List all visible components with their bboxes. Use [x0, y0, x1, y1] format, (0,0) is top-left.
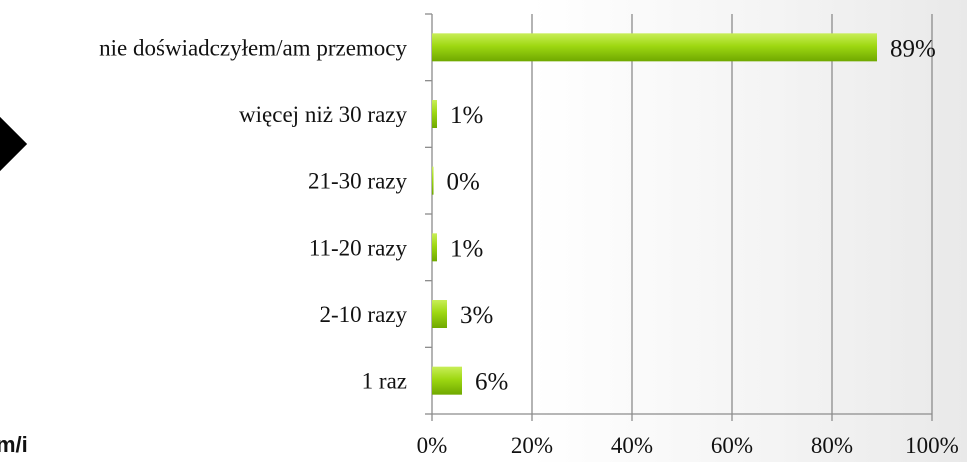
x-tick-label: 60%: [711, 433, 753, 458]
data-label: 89%: [890, 35, 936, 62]
bar: [432, 166, 434, 195]
category-label: 1 raz: [362, 369, 407, 394]
data-label: 1%: [450, 102, 483, 129]
side-fragment-text: m/i: [0, 432, 28, 457]
axes: [425, 13, 933, 421]
x-tick-label: 40%: [611, 433, 653, 458]
bar: [432, 33, 877, 62]
gridlines: [531, 14, 933, 414]
labels: 0% 20% 40% 60% 80% 100% nie doświadczyłem/am p…: [99, 35, 959, 458]
category-label: 2-10 razy: [320, 302, 408, 327]
bar: [432, 300, 447, 328]
category-label: nie doświadczyłem/am przemocy: [99, 35, 407, 60]
bars: [432, 33, 877, 395]
category-label: 11-20 razy: [309, 235, 408, 260]
x-tick-label: 0%: [417, 433, 448, 458]
bar: [432, 100, 437, 128]
x-tick-label: 80%: [811, 433, 853, 458]
data-label: 3%: [460, 302, 493, 329]
category-label: więcej niż 30 razy: [239, 102, 407, 127]
category-label: 21-30 razy: [308, 169, 407, 194]
data-label: 1%: [450, 235, 483, 262]
data-label: 0%: [447, 169, 480, 196]
bar: [432, 233, 437, 262]
data-label: 6%: [475, 369, 508, 396]
x-tick-label: 20%: [511, 433, 553, 458]
x-tick-label: 100%: [905, 433, 959, 458]
bar: [432, 366, 462, 395]
